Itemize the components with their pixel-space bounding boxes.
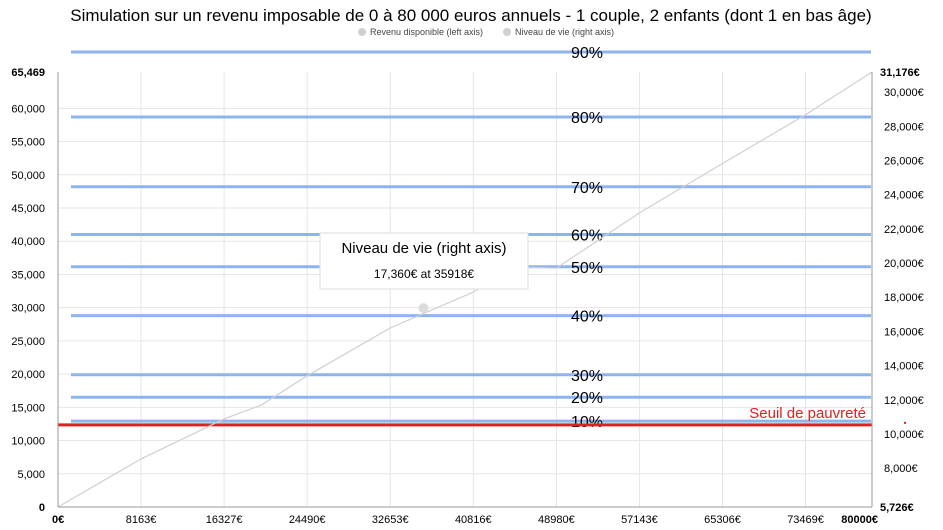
y-right-tick-label: 14,000€ [884,361,924,373]
y-right-min-label: 5,726€ [880,502,914,514]
x-tick-label: 0€ [52,514,64,526]
x-tick-label: 24490€ [289,514,326,526]
y-left-tick-label: 45,000 [11,203,45,215]
y-left-tick-label: 35,000 [11,269,45,281]
y-left-tick-label: 30,000 [11,303,45,315]
percentile-label-20: 20% [571,390,603,407]
poverty-line-label: Seuil de pauvreté [749,405,866,422]
y-right-tick-label: 30,000€ [884,87,924,99]
y-left-tick-label: 50,000 [11,170,45,182]
percentile-label-50: 50% [571,260,603,277]
x-tick-label: 8163€ [126,514,157,526]
tooltip-x-text: 35918€ [434,267,474,281]
y-right-tick-label: 20,000€ [884,258,924,270]
y-right-tick-label: 18,000€ [884,292,924,304]
percentile-label-10: 10% [571,414,603,431]
x-tick-label: 57143€ [621,514,658,526]
tooltip-point [418,303,429,314]
y-right-tick-label: 12,000€ [884,395,924,407]
y-left-tick-label: 40,000 [11,236,45,248]
legend-marker-revenu [358,28,366,36]
percentile-label-70: 70% [571,180,603,197]
y-left-tick-label: 10,000 [11,436,45,448]
y-left-tick-labels: 0 5,000 10,000 15,000 20,000 25,000 30,000 35,0… [11,67,45,514]
y-right-tick-label: 26,000€ [884,155,924,167]
tooltip-value: 17,360€ at 35918€ [374,267,474,281]
x-tick-label: 73469€ [787,514,824,526]
tooltip-at-text: at [421,267,432,281]
tooltip: Niveau de vie (right axis) 17,360€ at 35… [319,232,529,290]
y-left-tick-label: 20,000 [11,369,45,381]
x-tick-label: 40816€ [455,514,492,526]
legend-label-revenu: Revenu disponible (left axis) [370,27,483,37]
y-right-tick-label: 24,000€ [884,190,924,202]
percentile-label-80: 80% [571,110,603,127]
y-right-max-label: 31,176€ [880,67,920,79]
percentile-label-30: 30% [571,368,603,385]
x-tick-label: 32653€ [372,514,409,526]
y-right-tick-label: 22,000€ [884,224,924,236]
y-left-tick-label: 0 [39,502,45,514]
series-line-niveau-de-vie [57,71,873,508]
y-right-tick-label: 28,000€ [884,121,924,133]
axes [57,72,873,508]
tooltip-value-text: 17,360€ [374,267,418,281]
legend-label-niveau: Niveau de vie (right axis) [515,27,614,37]
percentile-label-60: 60% [571,227,603,244]
x-tick-labels: 0€ 8163€ 16327€ 24490€ 32653€ 40816€ 48980€ 571… [52,514,878,526]
tooltip-title: Niveau de vie (right axis) [341,240,506,257]
y-left-tick-label: 55,000 [11,137,45,149]
chart-title: Simulation sur un revenu imposable de 0 … [70,6,871,25]
y-left-tick-label: 15,000 [11,402,45,414]
y-right-tick-labels: 8,000€ 10,000€ 12,000€ 14,000€ 16,000€ 18,000… [880,67,924,514]
y-left-max-label: 65,469 [11,67,45,79]
y-left-tick-label: 25,000 [11,336,45,348]
x-tick-label: 80000€ [841,514,878,526]
y-right-tick-label: 10,000€ [884,429,924,441]
percentile-label-90: 90% [571,45,603,62]
y-right-tick-label: 8,000€ [884,463,918,475]
y-right-tick-label: 16,000€ [884,326,924,338]
poverty-line-marker [904,421,906,424]
y-left-tick-label: 5,000 [17,469,45,481]
poverty-line-group: Seuil de pauvreté [58,405,906,427]
series-group [57,71,873,508]
y-left-tick-label: 60,000 [11,103,45,115]
x-tick-label: 65306€ [704,514,741,526]
legend: Revenu disponible (left axis) Niveau de … [358,27,614,37]
percentile-label-40: 40% [571,309,603,326]
tooltip-box [319,232,529,290]
legend-marker-niveau [503,28,511,36]
x-tick-label: 16327€ [206,514,243,526]
x-tick-label: 48980€ [538,514,575,526]
